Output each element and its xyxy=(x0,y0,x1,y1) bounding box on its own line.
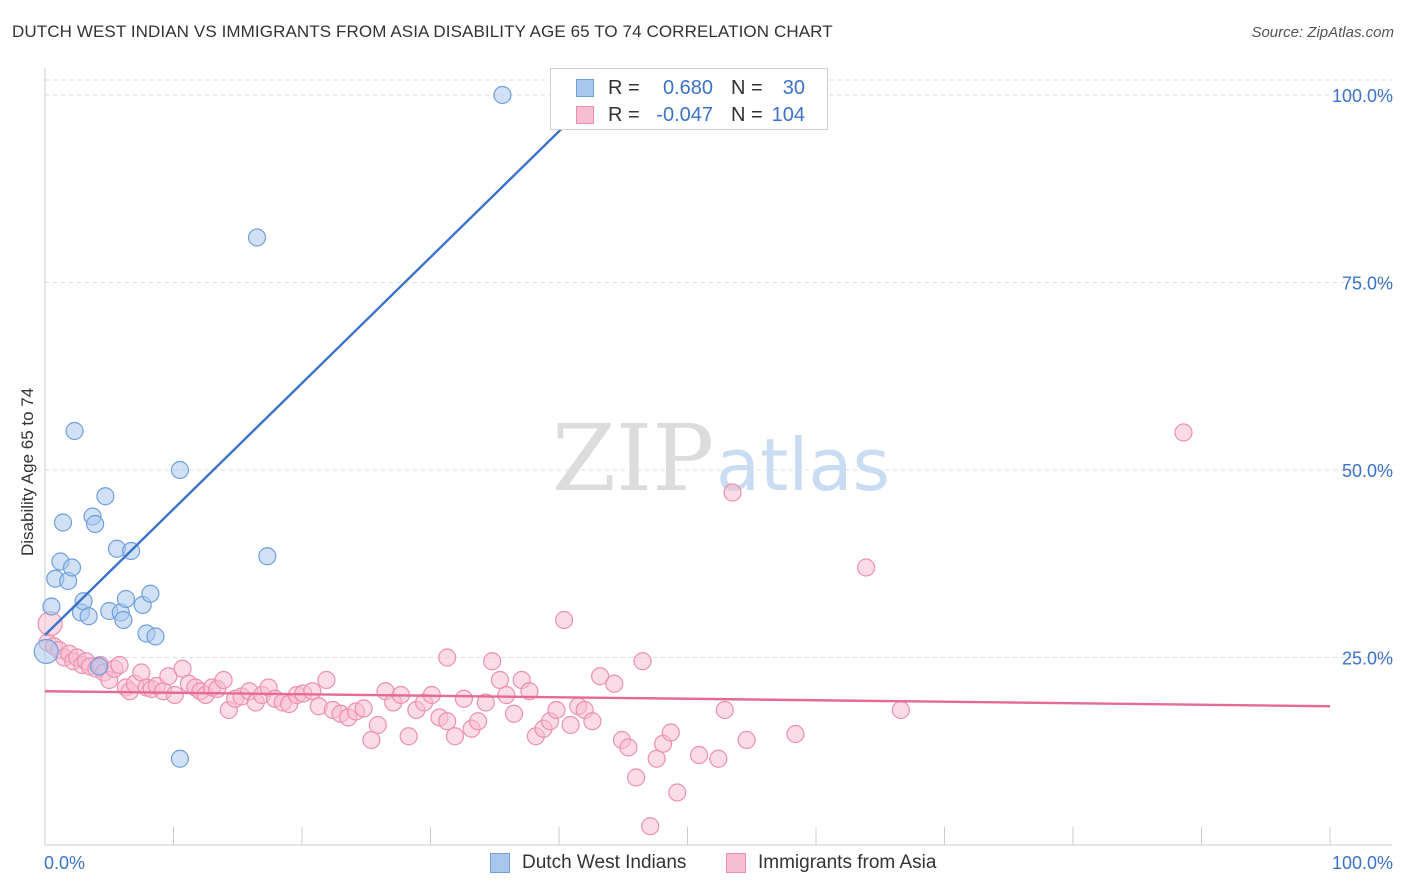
data-point-immigrants-from-asia xyxy=(214,670,233,690)
y-tick-label: 100.0% xyxy=(1332,86,1393,106)
legend-swatch-pink xyxy=(726,853,746,873)
legend-n-value: 30 xyxy=(782,77,805,99)
x-tick-label: 0.0% xyxy=(44,853,85,873)
data-point-immigrants-from-asia xyxy=(520,682,539,701)
data-point-immigrants-from-asia xyxy=(454,689,474,708)
chart-title: DUTCH WEST INDIAN VS IMMIGRANTS FROM ASI… xyxy=(12,22,833,41)
data-point-immigrants-from-asia xyxy=(668,783,687,802)
correlation-legend: R = 0.680 N = 30 R = -0.047 N = 104 xyxy=(550,68,828,130)
data-point-immigrants-from-asia xyxy=(490,670,509,690)
legend-swatch-pink xyxy=(576,106,594,124)
data-point-immigrants-from-asia xyxy=(689,745,709,765)
data-point-dutch-west-indians xyxy=(79,607,98,626)
data-point-immigrants-from-asia xyxy=(555,610,574,630)
data-point-immigrants-from-asia xyxy=(619,738,638,757)
data-point-dutch-west-indians xyxy=(62,558,82,577)
legend-row-dutch-west-indians: R = 0.680 N = 30 xyxy=(551,75,827,101)
x-tick-label: 100.0% xyxy=(1332,853,1393,873)
data-point-immigrants-from-asia xyxy=(483,652,502,671)
trendline-dutch-west-indians xyxy=(44,124,567,636)
data-point-dutch-west-indians xyxy=(170,749,190,768)
data-point-immigrants-from-asia xyxy=(633,652,652,671)
watermark: ZIP atlas xyxy=(552,405,890,512)
data-point-dutch-west-indians xyxy=(258,547,277,566)
data-point-immigrants-from-asia xyxy=(317,670,336,690)
data-point-immigrants-from-asia xyxy=(438,648,457,667)
data-point-dutch-west-indians xyxy=(65,421,84,441)
grid-layer xyxy=(45,79,1392,658)
legend-label: Immigrants from Asia xyxy=(758,852,937,873)
data-point-immigrants-from-asia xyxy=(857,558,876,577)
data-point-dutch-west-indians xyxy=(141,584,160,603)
data-point-immigrants-from-asia xyxy=(583,712,602,731)
data-point-dutch-west-indians xyxy=(33,638,59,665)
data-point-immigrants-from-asia xyxy=(173,659,192,678)
data-point-immigrants-from-asia xyxy=(561,715,580,735)
data-point-immigrants-from-asia xyxy=(468,712,488,731)
data-point-immigrants-from-asia xyxy=(641,817,660,836)
data-point-immigrants-from-asia xyxy=(159,667,178,686)
legend-swatch-blue xyxy=(490,853,510,873)
legend-n-label: N = xyxy=(731,77,763,99)
data-point-immigrants-from-asia xyxy=(368,715,387,735)
data-point-immigrants-from-asia xyxy=(626,768,646,787)
y-axis-label: Disability Age 65 to 74 xyxy=(18,387,37,556)
watermark-atlas: atlas xyxy=(716,423,890,507)
watermark-zip: ZIP xyxy=(552,405,714,512)
data-point-immigrants-from-asia xyxy=(737,730,756,750)
data-point-dutch-west-indians xyxy=(53,513,73,532)
data-point-immigrants-from-asia xyxy=(399,727,418,746)
legend-label: Dutch West Indians xyxy=(522,852,687,873)
data-point-immigrants-from-asia xyxy=(709,749,728,768)
data-point-immigrants-from-asia xyxy=(504,704,524,723)
data-point-dutch-west-indians xyxy=(170,460,190,480)
legend-swatch-blue xyxy=(576,79,594,97)
series-legend: Dutch West Indians Immigrants from Asia xyxy=(0,852,1406,878)
y-tick-label: 50.0% xyxy=(1342,461,1393,481)
data-point-dutch-west-indians xyxy=(42,597,61,616)
data-point-immigrants-from-asia xyxy=(354,699,373,718)
data-point-immigrants-from-asia xyxy=(786,724,805,744)
trend-layer xyxy=(44,124,1331,708)
data-point-dutch-west-indians xyxy=(146,627,165,646)
trendline-immigrants-from-asia xyxy=(44,690,1331,708)
data-point-immigrants-from-asia xyxy=(591,667,610,686)
data-point-immigrants-from-asia xyxy=(438,712,457,731)
legend-r-label: R = xyxy=(608,104,640,126)
data-point-immigrants-from-asia xyxy=(445,727,465,746)
legend-n-label: N = xyxy=(731,104,763,126)
legend-n-value: 104 xyxy=(771,104,805,126)
data-point-immigrants-from-asia xyxy=(661,723,680,742)
chart-source: Source: ZipAtlas.com xyxy=(1251,24,1394,41)
data-point-immigrants-from-asia xyxy=(547,700,566,720)
y-tick-label: 25.0% xyxy=(1342,649,1393,669)
data-point-immigrants-from-asia xyxy=(605,674,624,693)
tick-label-layer: 25.0% 50.0% 75.0% 100.0% 0.0% 100.0% xyxy=(44,86,1393,873)
legend-row-immigrants-from-asia: R = -0.047 N = 104 xyxy=(551,102,827,128)
data-point-immigrants-from-asia xyxy=(110,655,129,675)
data-point-immigrants-from-asia xyxy=(165,685,184,705)
series-dutch-west-indians-points xyxy=(33,85,512,768)
data-point-immigrants-from-asia xyxy=(715,700,734,720)
data-point-dutch-west-indians xyxy=(114,610,133,630)
data-point-dutch-west-indians xyxy=(493,85,512,105)
data-point-dutch-west-indians xyxy=(247,228,267,247)
legend-r-label: R = xyxy=(608,77,640,99)
data-point-dutch-west-indians xyxy=(86,514,105,534)
y-tick-label: 75.0% xyxy=(1342,274,1393,294)
data-point-dutch-west-indians xyxy=(96,487,115,506)
legend-r-value: -0.047 xyxy=(656,104,713,126)
data-point-immigrants-from-asia xyxy=(362,730,381,750)
data-point-immigrants-from-asia xyxy=(647,749,666,768)
data-point-immigrants-from-asia xyxy=(476,693,495,712)
data-point-immigrants-from-asia xyxy=(1174,423,1193,442)
data-point-dutch-west-indians xyxy=(89,657,109,676)
data-point-immigrants-from-asia xyxy=(891,700,910,720)
data-point-immigrants-from-asia xyxy=(497,685,516,705)
axis-layer xyxy=(44,68,1392,846)
data-point-dutch-west-indians xyxy=(116,589,136,609)
legend-r-value: 0.680 xyxy=(662,77,713,99)
data-point-immigrants-from-asia xyxy=(723,483,742,502)
